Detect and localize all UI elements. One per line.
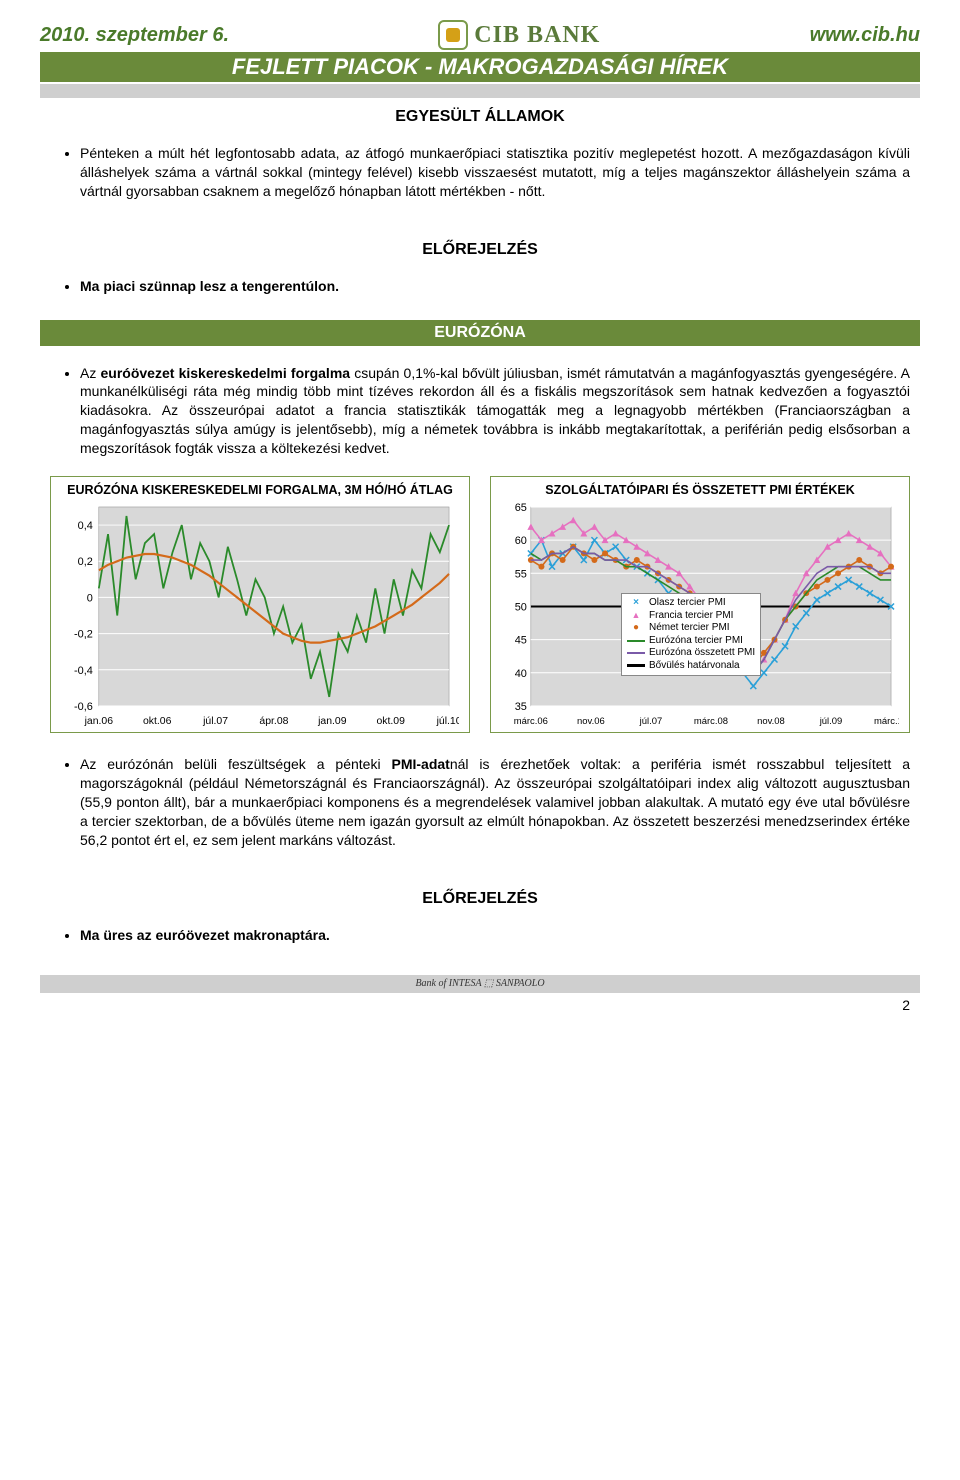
svg-text:0,4: 0,4 <box>78 520 93 532</box>
svg-text:márc.06: márc.06 <box>514 716 548 727</box>
svg-text:65: 65 <box>515 502 527 514</box>
ez-forecast-bullet: Ma üres az euróövezet makronaptára. <box>80 926 910 945</box>
svg-text:-0,4: -0,4 <box>74 665 93 677</box>
eurozone-bullets: Az euróövezet kiskereskedelmi forgalma c… <box>50 364 910 458</box>
ez-forecast-label: ELŐREJELZÉS <box>40 890 920 908</box>
us-bullet-1: Pénteken a múlt hét legfontosabb adata, … <box>80 144 910 201</box>
header-grey-bar <box>40 84 920 98</box>
svg-text:55: 55 <box>515 569 527 581</box>
svg-text:jan.09: jan.09 <box>317 716 347 727</box>
logo-text: CIB BANK <box>474 22 600 49</box>
svg-text:júl.09: júl.09 <box>819 716 843 727</box>
report-date: 2010. szeptember 6. <box>40 24 229 47</box>
svg-text:45: 45 <box>515 635 527 647</box>
svg-text:0,2: 0,2 <box>78 557 93 569</box>
ez-forecast-bullets: Ma üres az euróövezet makronaptára. <box>50 926 910 945</box>
chart-retail-title: EURÓZÓNA KISKERESKEDELMI FORGALMA, 3M HÓ… <box>61 483 459 497</box>
page-number: 2 <box>40 997 920 1013</box>
chart-retail: EURÓZÓNA KISKERESKEDELMI FORGALMA, 3M HÓ… <box>50 476 470 733</box>
eurozone-bullet-1: Az euróövezet kiskereskedelmi forgalma c… <box>80 364 910 458</box>
us-forecast-bullets: Ma piaci szünnap lesz a tengerentúlon. <box>50 277 910 296</box>
eurozone-bar: EURÓZÓNA <box>40 320 920 346</box>
site-url: www.cib.hu <box>810 24 920 47</box>
svg-text:nov.06: nov.06 <box>577 716 605 727</box>
chart-pmi: SZOLGÁLTATÓIPARI ÉS ÖSSZETETT PMI ÉRTÉKE… <box>490 476 910 733</box>
svg-text:jan.06: jan.06 <box>84 716 114 727</box>
svg-text:40: 40 <box>515 668 527 680</box>
post-chart-bullets: Az eurózónán belüli feszültségek a pénte… <box>50 755 910 849</box>
svg-text:júl.07: júl.07 <box>202 716 228 727</box>
us-bullets: Pénteken a múlt hét legfontosabb adata, … <box>50 144 910 201</box>
header-row: 2010. szeptember 6. CIB BANK www.cib.hu <box>40 20 920 50</box>
charts-row: EURÓZÓNA KISKERESKEDELMI FORGALMA, 3M HÓ… <box>50 476 910 733</box>
svg-text:júl.07: júl.07 <box>639 716 663 727</box>
svg-text:márc.10: márc.10 <box>874 716 899 727</box>
us-bullet-2: Ma piaci szünnap lesz a tengerentúlon. <box>80 277 910 296</box>
chart-pmi-title: SZOLGÁLTATÓIPARI ÉS ÖSSZETETT PMI ÉRTÉKE… <box>501 483 899 497</box>
chart-retail-svg: 0,4 0,2 0 -0,2 -0,4 -0,6 jan.06 okt.06 júl.07 ápr… <box>61 501 459 730</box>
footer-bar: Bank of INTESA ⬚ SANPAOLO <box>40 975 920 993</box>
post-chart-bullet-1: Az eurózónán belüli feszültségek a pénte… <box>80 755 910 849</box>
svg-text:márc.08: márc.08 <box>694 716 728 727</box>
svg-text:-0,2: -0,2 <box>74 629 93 641</box>
svg-text:okt.06: okt.06 <box>143 716 172 727</box>
svg-text:0: 0 <box>87 593 93 605</box>
chart-pmi-legend: ×Olasz tercier PMI▲Francia tercier PMI●N… <box>621 593 761 676</box>
bank-logo: CIB BANK <box>438 20 600 50</box>
svg-text:35: 35 <box>515 701 527 713</box>
section-us-label: EGYESÜLT ÁLLAMOK <box>40 108 920 126</box>
svg-text:ápr.08: ápr.08 <box>259 716 288 727</box>
logo-icon <box>438 20 468 50</box>
us-forecast-label: ELŐREJELZÉS <box>40 241 920 259</box>
svg-text:-0,6: -0,6 <box>74 701 93 713</box>
svg-text:nov.08: nov.08 <box>757 716 785 727</box>
svg-text:júl.10: júl.10 <box>436 716 459 727</box>
svg-text:60: 60 <box>515 536 527 548</box>
svg-text:okt.09: okt.09 <box>376 716 405 727</box>
main-title: FEJLETT PIACOK - MAKROGAZDASÁGI HÍREK <box>40 52 920 82</box>
footer-bank-label: Bank of INTESA ⬚ SANPAOLO <box>415 978 544 989</box>
svg-text:50: 50 <box>515 602 527 614</box>
